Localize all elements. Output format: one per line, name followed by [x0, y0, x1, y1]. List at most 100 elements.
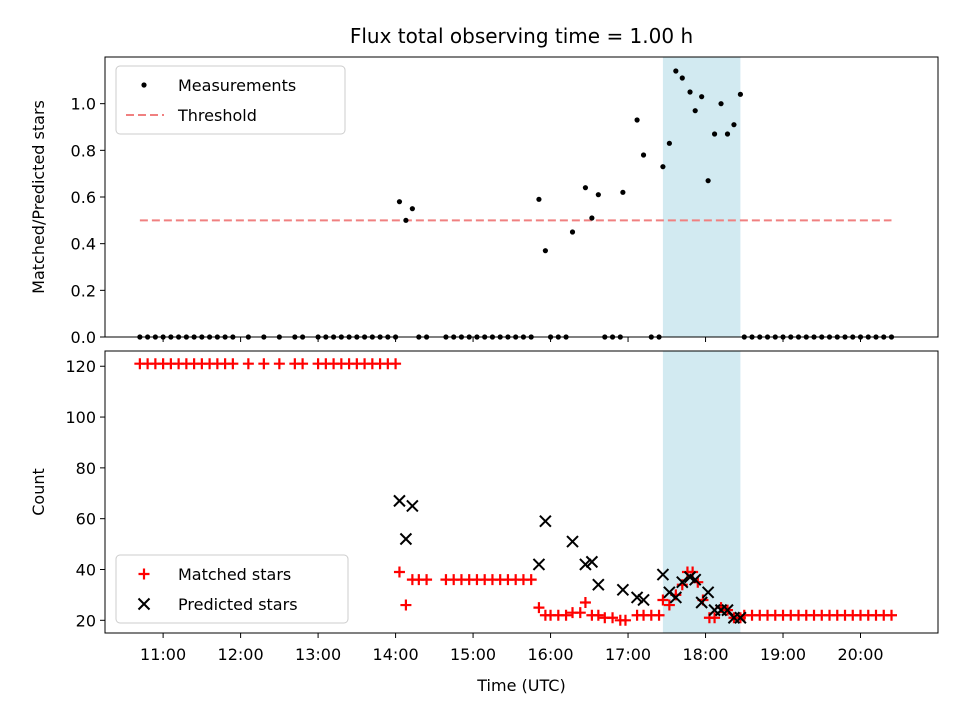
bottom-ylabel: Count	[29, 468, 48, 516]
top-point	[679, 75, 685, 81]
bottom-xtick-label: 12:00	[218, 645, 264, 664]
top-ytick-label: 0.2	[71, 281, 96, 300]
top-point	[582, 185, 589, 191]
top-point	[620, 189, 626, 195]
bottom-legend-label: Predicted stars	[178, 595, 298, 614]
bottom-point	[579, 558, 592, 571]
top-point	[396, 199, 403, 205]
bottom-legend-marker	[138, 568, 150, 580]
bottom-xtick-label: 17:00	[605, 645, 651, 664]
bottom-point	[688, 573, 702, 586]
bottom-xlabel: Time (UTC)	[476, 676, 565, 695]
bottom-point	[539, 515, 552, 528]
bottom-point	[560, 609, 572, 621]
top-ytick-label: 1.0	[71, 95, 96, 114]
bottom-point	[242, 358, 254, 370]
bottom-point	[393, 566, 405, 578]
top-point	[403, 217, 409, 223]
top-point	[640, 152, 647, 158]
top-ytick-label: 0.6	[71, 188, 96, 207]
bottom-axes-frame	[104, 350, 939, 634]
bottom-point	[886, 609, 898, 621]
bottom-point	[630, 591, 644, 604]
top-point	[737, 91, 744, 97]
bottom-point	[734, 611, 747, 624]
figure-title: Flux total observing time = 1.00 h	[350, 24, 693, 48]
bottom-point	[709, 612, 721, 624]
top-point	[711, 131, 718, 137]
top-legend	[115, 65, 346, 135]
bottom-point	[532, 558, 546, 571]
top-point	[692, 108, 698, 114]
top-point	[687, 89, 693, 95]
top-ylabel: Matched/Predicted stars	[29, 100, 48, 294]
bottom-point	[607, 612, 619, 624]
bottom-ytick-label: 120	[65, 357, 96, 376]
bottom-count-panel: 20 40 60 80 100 120 11:00 12:00 13:00 14:00 15:00 1…	[29, 350, 939, 695]
top-legend-label: Threshold	[177, 106, 257, 125]
top-point	[595, 192, 601, 198]
top-point	[536, 196, 542, 202]
bottom-point	[676, 575, 689, 589]
bottom-observing-window	[662, 351, 741, 633]
bottom-point	[656, 568, 670, 581]
bottom-legend	[115, 554, 349, 624]
top-ytick-label: 0.0	[71, 328, 96, 347]
bottom-point	[579, 597, 591, 609]
bottom-point	[227, 358, 239, 370]
top-point	[699, 94, 705, 100]
top-point	[705, 178, 711, 184]
top-point	[569, 229, 576, 235]
bottom-ytick-label: 40	[76, 560, 96, 579]
bottom-xtick-label: 11:00	[140, 645, 186, 664]
bottom-ytick-label: 60	[76, 510, 96, 529]
bottom-point	[637, 593, 650, 607]
top-observing-window	[662, 57, 741, 337]
bottom-point	[421, 574, 433, 586]
bottom-xtick-label: 20:00	[837, 645, 883, 664]
bottom-point	[695, 596, 708, 609]
bottom-point	[669, 591, 683, 604]
top-legend-marker	[141, 82, 147, 88]
bottom-point	[297, 358, 309, 370]
bottom-series-1	[393, 494, 747, 624]
top-point	[660, 164, 666, 170]
top-point	[409, 206, 415, 212]
bottom-xtick-label: 13:00	[295, 645, 341, 664]
bottom-xtick-label: 15:00	[450, 645, 496, 664]
bottom-point	[657, 594, 669, 606]
bottom-point	[585, 555, 599, 569]
bottom-point	[525, 574, 537, 586]
bottom-point	[616, 583, 630, 597]
top-ytick-label: 0.8	[71, 141, 96, 160]
bottom-ytick-label: 100	[65, 408, 96, 427]
bottom-point	[574, 607, 586, 619]
bottom-point	[592, 609, 604, 621]
top-point	[718, 101, 724, 107]
bottom-ytick-label: 80	[76, 459, 96, 478]
bottom-point	[566, 535, 579, 548]
bottom-series-0	[134, 358, 898, 626]
top-point	[666, 140, 672, 146]
bottom-point	[701, 586, 715, 599]
top-ratio-panel: 0.0 0.2 0.4 0.6 0.8 1.0 Matched/Predicted star…	[29, 56, 939, 347]
bottom-point	[393, 494, 406, 508]
top-point	[589, 215, 595, 221]
top-legend-label: Measurements	[178, 76, 296, 95]
bottom-point	[533, 602, 545, 614]
bottom-point	[273, 358, 285, 370]
top-ytick-label: 0.4	[71, 235, 96, 254]
top-point	[634, 117, 640, 123]
bottom-point	[258, 358, 270, 370]
top-point	[724, 131, 731, 137]
bottom-point	[399, 532, 413, 546]
bottom-point	[592, 578, 605, 591]
bottom-legend-marker	[137, 597, 151, 611]
bottom-xtick-label: 16:00	[528, 645, 574, 664]
bottom-point	[400, 599, 412, 611]
bottom-xtick-label: 19:00	[760, 645, 806, 664]
bottom-ytick-label: 20	[76, 611, 96, 630]
top-point	[673, 68, 679, 74]
top-point	[731, 122, 737, 128]
